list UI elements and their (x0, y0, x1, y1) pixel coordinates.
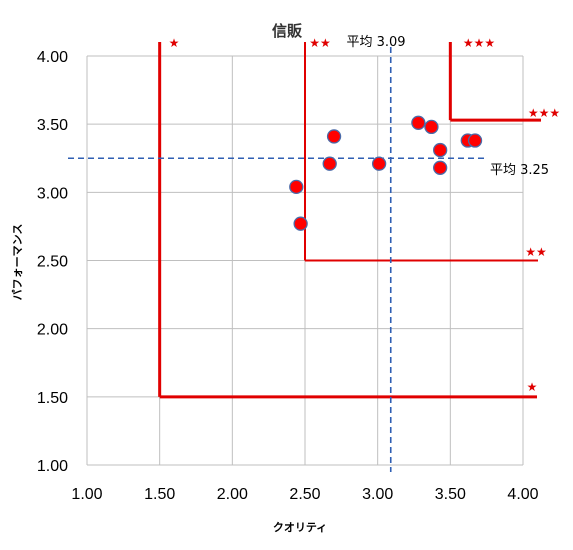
data-point (424, 119, 439, 135)
data-point (371, 156, 387, 171)
chart-title: 信販 (272, 22, 303, 40)
zone-star-label-top: ★★★ (463, 36, 495, 50)
x-tick-label: 4.00 (507, 486, 538, 503)
tick-labels: 1.00 1.50 2.00 2.50 3.00 3.50 4.00 1.00 1.50 2.00… (37, 49, 539, 503)
y-tick-label: 4.00 (37, 49, 68, 66)
average-x-label: 平均 3.09 (346, 35, 405, 50)
zone-lines: ★★★★★★★★★★★★ (158, 36, 560, 399)
data-point (433, 160, 448, 175)
data-point (293, 216, 308, 231)
y-tick-label: 3.50 (37, 117, 68, 134)
y-tick-label: 2.00 (37, 322, 68, 339)
zone-star-label-right: ★★ (525, 245, 547, 259)
zone-star-label-top: ★ (169, 36, 180, 50)
data-point (411, 115, 426, 130)
data-points (289, 115, 483, 231)
data-point (289, 179, 304, 195)
data-point (322, 156, 337, 171)
y-axis-label: パフォーマンス (11, 224, 24, 301)
x-tick-label: 2.00 (217, 486, 248, 503)
data-point (433, 142, 448, 158)
data-point (326, 129, 342, 144)
zone-star-label-top: ★★ (309, 36, 331, 50)
y-tick-label: 1.50 (37, 390, 68, 407)
x-axis-label: クオリティ (273, 521, 327, 534)
x-tick-label: 1.00 (71, 486, 102, 503)
average-lines: 平均 3.09 平均 3.25 (68, 35, 549, 472)
x-tick-label: 2.50 (289, 486, 320, 503)
zone-star-label-right: ★★★ (528, 106, 560, 120)
y-tick-label: 1.00 (37, 458, 68, 475)
average-y-label: 平均 3.25 (490, 163, 549, 178)
data-point (467, 133, 483, 148)
zone-star-label-right: ★ (527, 380, 538, 394)
x-tick-label: 3.00 (362, 486, 393, 503)
x-tick-label: 1.50 (144, 486, 175, 503)
x-tick-label: 3.50 (435, 486, 466, 503)
y-tick-label: 3.00 (37, 185, 68, 202)
y-tick-label: 2.50 (37, 254, 68, 271)
